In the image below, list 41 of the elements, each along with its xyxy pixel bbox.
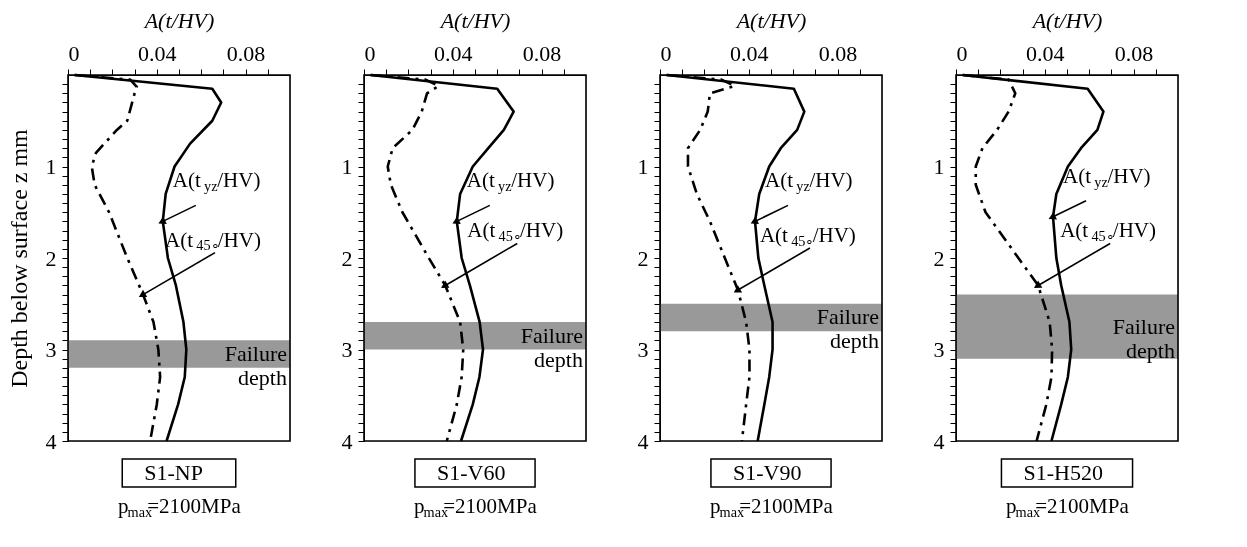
x-axis-title: A(t/HV) [438,7,511,33]
x-tick-label: 0 [364,40,376,66]
y-tick-label: 2 [637,245,649,271]
y-tick-label: 1 [341,154,353,179]
x-tick-label: 0.04 [434,40,473,66]
x-tick-label: 0 [68,40,80,66]
y-tick-label: 1 [637,154,649,179]
y-tick-label: 3 [637,337,649,362]
x-tick-label: 0.04 [730,40,769,66]
x-tick-label: 0.08 [818,40,858,66]
x-tick-label: 0.04 [1026,40,1065,66]
x-axis-title: A(t/HV) [142,7,215,33]
band-label: Failure depth [1112,313,1175,363]
y-tick-label: 4 [341,428,353,454]
band-label: Failure depth [816,304,879,354]
band-label: Failure depth [224,341,287,391]
x-axis-title: A(t/HV) [1030,7,1103,33]
y-tick-label: 3 [45,337,57,362]
x-tick-label: 0.08 [226,40,266,66]
y-tick-label: 2 [341,245,353,271]
y-tick-label: 4 [45,428,57,454]
band-label: Failure depth [520,322,583,372]
y-tick-label: 4 [637,428,649,454]
y-tick-label: 4 [933,428,945,454]
text: S1-V60 [436,460,506,485]
y-tick-label: 2 [933,245,945,271]
y-tick-label: 3 [341,337,353,362]
x-tick-label: 0.04 [138,40,177,66]
x-tick-label: 0.08 [1114,40,1154,66]
y-tick-label: 1 [45,154,57,179]
x-axis-title: A(t/HV) [734,7,807,33]
x-tick-label: 0 [956,40,968,66]
y-axis-title: Depth below surface z mm [5,128,32,388]
y-tick-label: 1 [933,154,945,179]
x-tick-label: 0 [660,40,672,66]
y-tick-label: 2 [45,245,57,271]
text: S1-H520 [1023,460,1103,485]
text: S1-NP [144,460,203,485]
text: S1-V90 [732,460,802,485]
x-tick-label: 0.08 [522,40,562,66]
y-tick-label: 3 [933,337,945,362]
